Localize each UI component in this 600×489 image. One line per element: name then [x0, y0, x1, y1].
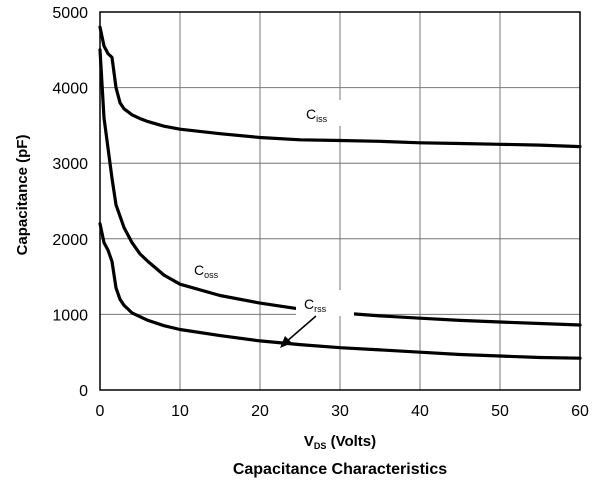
series-label-crss: Crss: [296, 290, 354, 316]
x-tick-label: 60: [571, 403, 589, 420]
series-label-ciss: Ciss: [296, 100, 352, 126]
y-tick-label: 0: [79, 383, 88, 400]
y-tick-label: 3000: [52, 156, 88, 173]
series-label-crss-sub: rss: [314, 304, 326, 314]
series-label-coss: Coss: [186, 256, 244, 282]
series-label-coss-main: C: [194, 262, 204, 278]
y-tick-label: 1000: [52, 307, 88, 324]
y-tick-label: 5000: [52, 5, 88, 22]
series-label-ciss-main: C: [306, 106, 316, 122]
x-tick-label: 30: [331, 403, 349, 420]
x-tick-labels: 0 10 20 30 40 50 60: [96, 403, 589, 420]
y-tick-label: 2000: [52, 232, 88, 249]
x-axis-title-sub: DS: [314, 441, 327, 451]
grid: [100, 12, 580, 390]
series-label-coss-sub: oss: [204, 270, 219, 280]
x-axis-title-main: V: [304, 433, 314, 450]
x-axis-title-rest: (Volts): [326, 433, 376, 450]
series-label-ciss-sub: iss: [316, 114, 327, 124]
x-tick-label: 40: [411, 403, 429, 420]
series-label-crss-main: C: [304, 296, 314, 312]
y-axis-title: Capacitance (pF): [14, 135, 31, 256]
y-tick-label: 4000: [52, 81, 88, 98]
x-tick-label: 50: [491, 403, 509, 420]
x-axis-title: VDS (Volts): [304, 433, 376, 451]
x-tick-label: 0: [96, 403, 105, 420]
x-tick-label: 20: [251, 403, 269, 420]
x-tick-label: 10: [171, 403, 189, 420]
chart-caption: Capacitance Characteristics: [233, 461, 447, 478]
crss-pointer-line: [286, 316, 316, 342]
y-tick-labels: 0 1000 2000 3000 4000 5000: [52, 5, 88, 400]
